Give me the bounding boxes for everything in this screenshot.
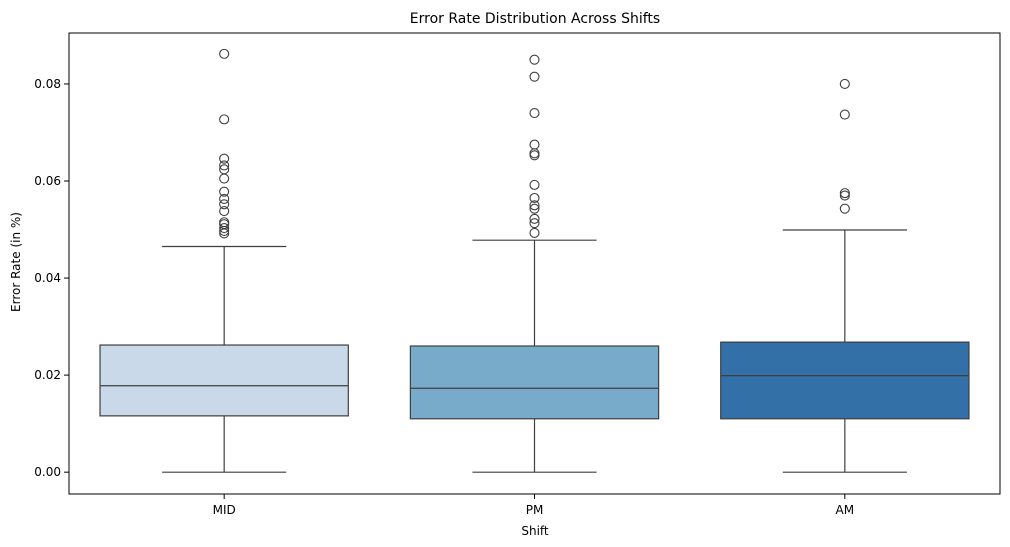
outlier-point xyxy=(219,223,230,234)
outlier-point xyxy=(219,160,230,171)
outlier-point xyxy=(839,109,850,120)
box-mid xyxy=(99,344,349,417)
outlier-point xyxy=(529,150,540,161)
y-tick-label: 0.04 xyxy=(34,271,61,285)
x-tick-label: PM xyxy=(526,503,544,517)
outlier-point xyxy=(219,173,230,184)
outlier-point xyxy=(529,71,540,82)
outlier-point xyxy=(219,153,230,164)
chart-title: Error Rate Distribution Across Shifts xyxy=(410,11,660,27)
outlier-point xyxy=(529,192,540,204)
outlier-point xyxy=(839,78,850,90)
outlier-point xyxy=(219,48,230,59)
outlier-point xyxy=(219,206,230,217)
outlier-point xyxy=(529,108,540,119)
x-tick-label: AM xyxy=(836,503,855,517)
y-tick-label: 0.00 xyxy=(34,465,61,479)
outlier-point xyxy=(529,203,540,214)
y-tick-label: 0.08 xyxy=(34,77,61,91)
outlier-point xyxy=(529,227,540,238)
plot-area: 0.00 0.02 0.04 0.06 0.08 MID PM AM xyxy=(34,32,1001,517)
outlier-point xyxy=(839,188,850,199)
outlier-point xyxy=(529,54,540,65)
outlier-point xyxy=(529,213,540,224)
outlier-point xyxy=(219,199,230,210)
outlier-point xyxy=(529,200,540,211)
box-pm xyxy=(409,345,660,420)
x-tick-label: MID xyxy=(213,503,236,517)
outlier-point xyxy=(219,186,230,197)
outlier-point xyxy=(839,203,850,214)
box-am xyxy=(720,341,970,420)
outlier-point xyxy=(219,228,230,239)
outlier-point xyxy=(529,148,540,159)
outlier-point xyxy=(219,193,230,205)
y-axis-label: Error Rate (in %) xyxy=(9,212,23,312)
y-tick-label: 0.06 xyxy=(34,174,61,188)
x-axis-label: Shift xyxy=(521,524,549,538)
outlier-point xyxy=(219,114,230,125)
outlier-point xyxy=(529,218,540,229)
plot-frame xyxy=(68,32,1001,495)
y-tick-label: 0.02 xyxy=(34,368,61,382)
outlier-point xyxy=(529,139,540,150)
outlier-point xyxy=(219,225,230,237)
outlier-point xyxy=(839,190,850,201)
outlier-point xyxy=(529,179,540,190)
